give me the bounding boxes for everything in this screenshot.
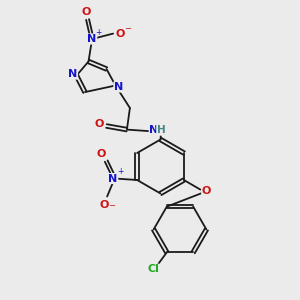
Text: O: O (99, 200, 109, 210)
Text: O: O (96, 148, 106, 159)
Text: O: O (202, 186, 211, 196)
Text: O: O (116, 28, 125, 39)
Text: −: − (124, 24, 132, 33)
Text: N: N (114, 82, 123, 92)
Text: N: N (68, 69, 77, 79)
Text: −: − (108, 202, 115, 211)
Text: N: N (109, 173, 118, 184)
Text: N: N (149, 125, 158, 135)
Text: +: + (117, 167, 123, 176)
Text: +: + (95, 28, 102, 37)
Text: O: O (81, 7, 91, 17)
Text: N: N (88, 34, 97, 44)
Text: Cl: Cl (147, 264, 159, 274)
Text: O: O (94, 119, 104, 130)
Text: H: H (157, 125, 166, 135)
